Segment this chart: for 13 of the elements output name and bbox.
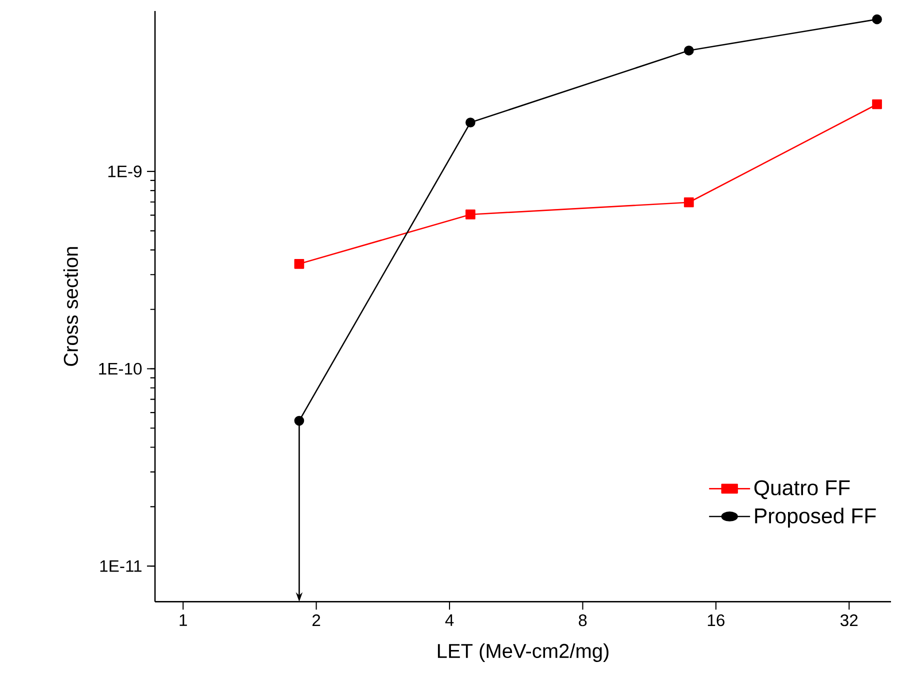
x-tick-label: 16 — [708, 614, 724, 626]
x-axis-title: LET (MeV-cm2/mg) — [438, 643, 608, 662]
x-tick-label: 8 — [578, 614, 587, 626]
legend-label: Proposed FF — [755, 508, 876, 528]
x-tick-label: 1 — [180, 614, 187, 626]
x-tick-label: 2 — [312, 614, 320, 626]
x-tick-label: 32 — [840, 614, 858, 626]
y-tick-label: 1E-11 — [100, 560, 142, 572]
x-tick-label: 4 — [445, 614, 454, 626]
y-tick-label: 1E-9 — [108, 166, 142, 178]
legend-label: Quatro FF — [754, 480, 850, 500]
y-axis-title: Cross section — [63, 247, 78, 366]
y-tick-label: 1E-10 — [99, 362, 142, 375]
